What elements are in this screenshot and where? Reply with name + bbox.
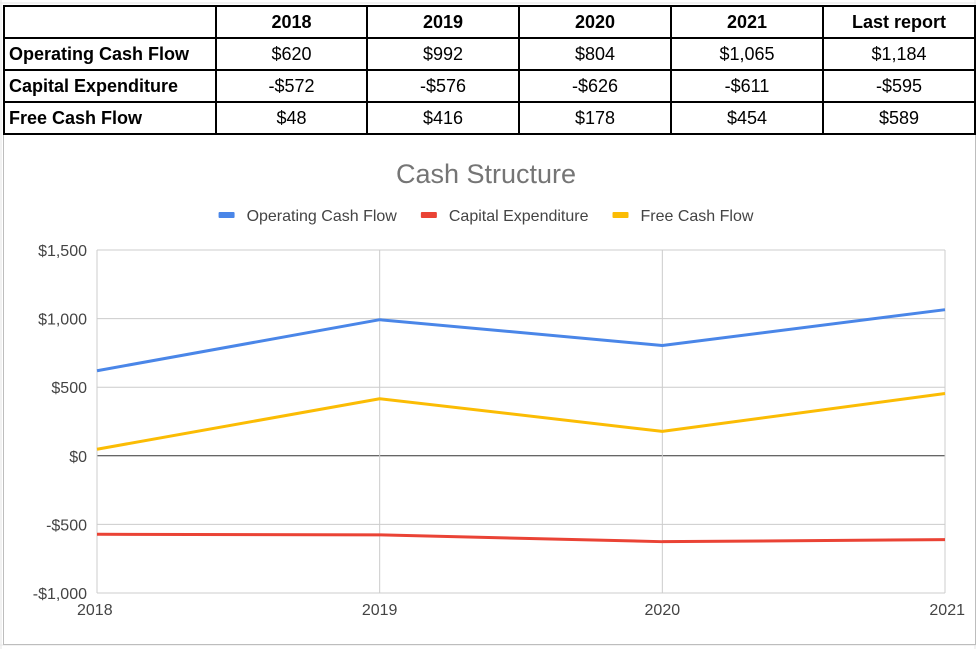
legend-swatch	[218, 212, 235, 218]
table-header-2019: 2019	[366, 5, 520, 39]
y-tick-label: -$1,000	[33, 586, 87, 603]
cash-flow-table: 2018 2019 2020 2021 Last report Operatin…	[3, 5, 976, 135]
table-header-2018: 2018	[215, 5, 368, 39]
table-header-2021: 2021	[670, 5, 824, 39]
series-line-capital-expenditure	[96, 532, 946, 544]
x-tick-label: 2019	[362, 602, 398, 619]
table-cell: $620	[215, 37, 368, 71]
table-cell: -$576	[366, 69, 520, 103]
y-tick-label: $0	[69, 449, 87, 466]
x-tick-label: 2020	[645, 602, 681, 619]
table-cell: $1,184	[822, 37, 976, 71]
table-cell: $589	[822, 101, 976, 135]
table-cell: -$595	[822, 69, 976, 103]
row-label: Free Cash Flow	[3, 101, 217, 135]
table-header-last-report: Last report	[822, 5, 976, 39]
table-cell: $416	[366, 101, 520, 135]
series-line-free-cash-flow	[96, 392, 946, 451]
legend-label: Capital Expenditure	[449, 208, 589, 225]
table-row-capital-expenditure: Capital Expenditure -$572 -$576 -$626 -$…	[3, 69, 976, 103]
table-cell: $48	[215, 101, 368, 135]
y-axis: $1,500 $1,000 $500 $0 -$500 -$1,000	[33, 243, 87, 603]
table-cell: -$626	[518, 69, 672, 103]
x-axis: 2018 2019 2020 2021	[77, 602, 965, 619]
table-row-operating-cash-flow: Operating Cash Flow $620 $992 $804 $1,06…	[3, 37, 976, 71]
chart-title: Cash Structure	[396, 159, 576, 189]
legend-swatch	[420, 212, 437, 218]
table-cell: -$572	[215, 69, 368, 103]
chart-series	[96, 308, 946, 544]
table-header-row: 2018 2019 2020 2021 Last report	[3, 5, 976, 39]
table-row-free-cash-flow: Free Cash Flow $48 $416 $178 $454 $589	[3, 101, 976, 135]
row-label: Capital Expenditure	[3, 69, 217, 103]
series-line-operating-cash-flow	[96, 308, 946, 373]
chart-panel[interactable]	[3, 133, 976, 645]
y-tick-label: $1,000	[38, 312, 87, 329]
table-cell: -$611	[670, 69, 824, 103]
y-tick-label: $1,500	[38, 243, 87, 260]
table-header-corner	[3, 5, 217, 39]
y-tick-label: $500	[51, 380, 87, 397]
x-tick-label: 2021	[929, 602, 965, 619]
table-cell: $1,065	[670, 37, 824, 71]
legend-swatch	[612, 212, 629, 218]
chart-legend: Operating Cash Flow Capital Expenditure Fr…	[218, 208, 754, 225]
legend-label: Operating Cash Flow	[247, 208, 398, 225]
chart-gridlines	[96, 249, 946, 594]
table-cell: $992	[366, 37, 520, 71]
legend-label: Free Cash Flow	[641, 208, 754, 225]
table-header-2020: 2020	[518, 5, 672, 39]
x-tick-label: 2018	[77, 602, 113, 619]
table-cell: $178	[518, 101, 672, 135]
table-cell: $804	[518, 37, 672, 71]
table-cell: $454	[670, 101, 824, 135]
y-tick-label: -$500	[46, 517, 87, 534]
row-label: Operating Cash Flow	[3, 37, 217, 71]
